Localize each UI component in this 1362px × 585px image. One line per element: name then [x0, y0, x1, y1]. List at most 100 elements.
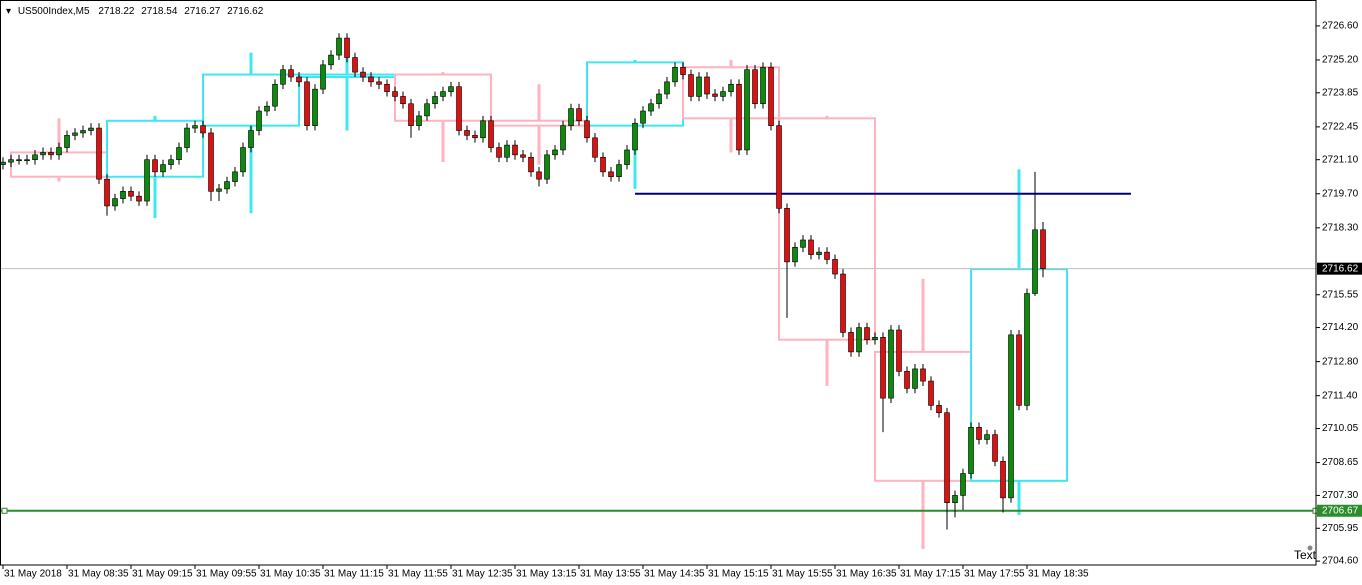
candle-body	[104, 178, 110, 207]
current-price-label: 2716.62	[1322, 263, 1359, 274]
candle-body	[80, 130, 86, 134]
candle-body	[736, 83, 742, 151]
candle-body	[8, 159, 14, 163]
candle-body	[96, 127, 102, 180]
x-tick-label: 31 May 11:15	[324, 569, 384, 580]
title-open: 2718.22	[98, 6, 135, 17]
current-price-box	[1317, 262, 1362, 275]
candle-body	[480, 120, 486, 139]
level-handle	[1, 507, 8, 514]
candle-body	[880, 336, 886, 399]
x-tick-label: 31 May 12:35	[452, 569, 513, 580]
candle-body	[696, 76, 702, 97]
plot-frame	[0, 0, 1317, 566]
text-label: Text	[1294, 548, 1317, 562]
candle-body	[48, 152, 54, 156]
candle-body	[344, 37, 350, 58]
candle-body	[856, 327, 862, 353]
candle-body	[216, 188, 222, 192]
candle-body	[16, 159, 22, 161]
candles	[0, 33, 1046, 530]
title-high: 2718.54	[141, 6, 178, 17]
candle-body	[776, 125, 782, 209]
candle-body	[240, 147, 246, 173]
candle-body	[400, 96, 406, 105]
y-tick-label: 2723.85	[1322, 87, 1359, 98]
candle-body	[88, 127, 94, 131]
candle-body	[872, 336, 878, 341]
candle-body	[512, 144, 518, 156]
y-tick-label: 2726.60	[1322, 21, 1359, 32]
candle-body	[160, 164, 166, 173]
lines	[0, 192, 1319, 514]
candle-body	[520, 154, 526, 158]
candle-body	[328, 54, 334, 66]
title-close: 2716.62	[227, 6, 264, 17]
candle-body	[944, 412, 950, 504]
candle-body	[296, 76, 302, 83]
candle-body	[208, 132, 214, 192]
candle-body	[200, 125, 206, 134]
candle-body	[896, 329, 902, 372]
candle-body	[352, 57, 358, 73]
candle-body	[752, 69, 758, 105]
candle-body	[632, 122, 638, 151]
candle-body	[608, 171, 614, 178]
candle-body	[528, 156, 534, 173]
candle-body	[256, 110, 262, 131]
x-tick-label: 31 May 14:35	[644, 569, 705, 580]
candle-body	[784, 208, 790, 263]
candle-body	[312, 88, 318, 126]
candle-body	[712, 93, 718, 97]
candle-body	[936, 405, 942, 414]
candle-body	[912, 368, 918, 389]
candle-body	[864, 327, 870, 341]
y-tick-label: 2704.60	[1322, 556, 1359, 567]
x-tick-label: 31 May 17:15	[900, 569, 961, 580]
candle-body	[272, 83, 278, 107]
candle-body	[320, 64, 326, 90]
x-tick-label: 31 May 09:15	[132, 569, 193, 580]
hour-boxes	[10, 38, 1068, 549]
candle-body	[840, 273, 846, 333]
y-tick-label: 2714.20	[1322, 322, 1359, 333]
candle-body	[24, 159, 30, 161]
level-price-label: 2706.67	[1322, 505, 1359, 516]
candle-body	[440, 91, 446, 97]
candle-body	[304, 81, 310, 126]
candle-body	[136, 195, 142, 202]
candle-body	[952, 495, 958, 504]
candle-body	[888, 329, 894, 399]
candle-body	[656, 93, 662, 105]
candle-body	[264, 105, 270, 112]
candle-body	[152, 159, 158, 173]
candle-body	[0, 161, 6, 165]
candle-body	[384, 83, 390, 92]
candle-body	[1016, 334, 1022, 406]
candle-body	[904, 371, 910, 389]
candle-body	[552, 149, 558, 156]
candle-body	[1040, 229, 1046, 269]
candle-body	[416, 115, 422, 126]
candle-body	[688, 74, 694, 97]
candle-body	[1024, 293, 1030, 406]
y-tick-label: 2708.65	[1322, 457, 1359, 468]
candle-body	[192, 125, 198, 129]
candle-body	[832, 259, 838, 275]
candle-body	[792, 246, 798, 263]
candle-body	[56, 147, 62, 156]
y-tick-label: 2712.80	[1322, 356, 1359, 367]
candle-body	[464, 130, 470, 136]
y-tick-label: 2722.45	[1322, 121, 1359, 132]
x-tick-label: 31 May 16:35	[836, 569, 897, 580]
candle-body	[336, 37, 342, 56]
candle-body	[592, 137, 598, 158]
candle-body	[704, 76, 710, 95]
y-tick-label: 2710.05	[1322, 423, 1359, 434]
x-tick-label: 31 May 15:55	[772, 569, 833, 580]
candle-body	[368, 76, 374, 83]
candle-body	[1032, 229, 1038, 294]
